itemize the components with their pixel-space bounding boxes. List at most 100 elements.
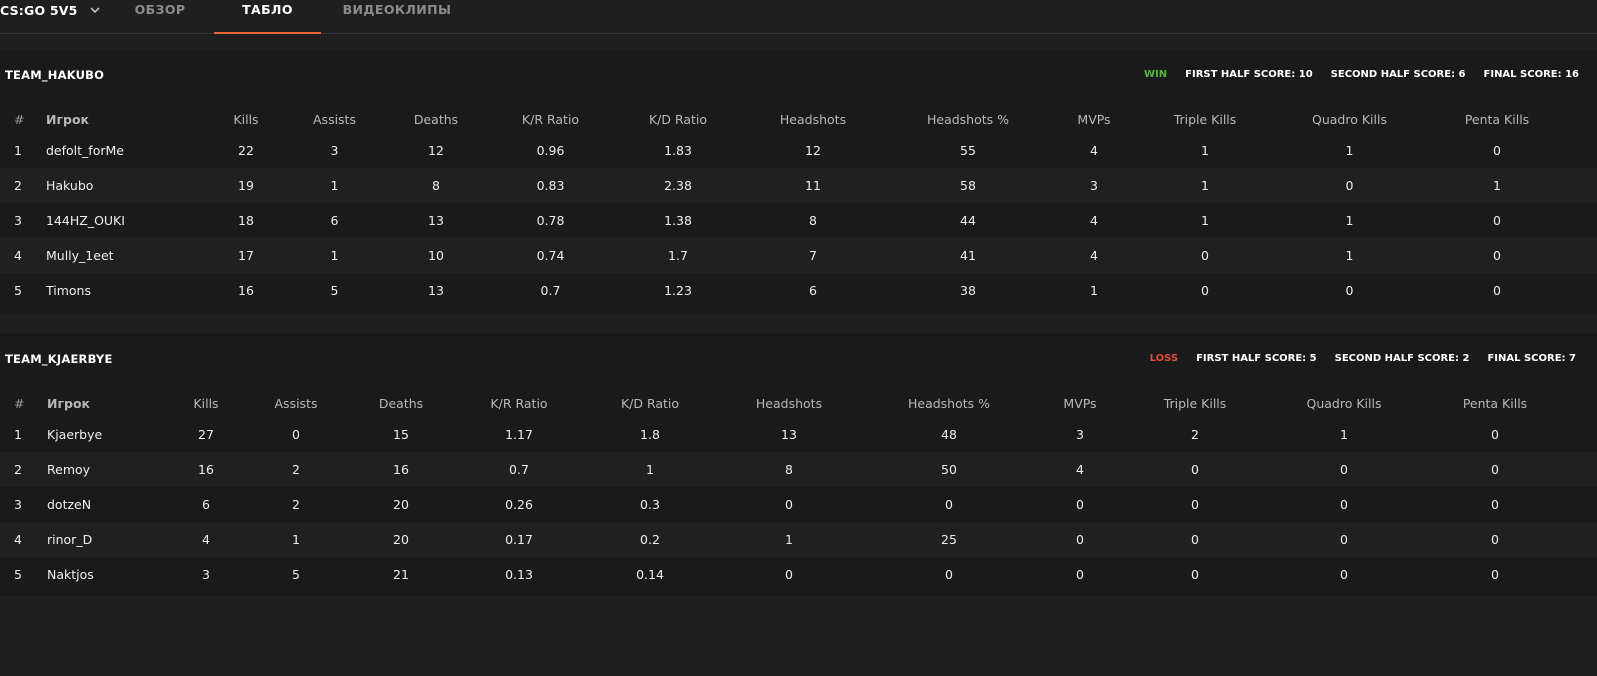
table-row: 3 144HZ_OUKI 18 6 13 0.78 1.38 8 44 4 1 1 0 — [0, 203, 1597, 238]
match-result-badge: WIN — [1144, 69, 1168, 80]
table-cell: 48 — [941, 427, 957, 442]
table-cell: 8 — [785, 462, 793, 477]
second-half-score: SECOND HALF SCORE: 6 — [1330, 69, 1466, 80]
table-cell: 6 — [330, 213, 339, 228]
team-name: TEAM_HAKUBO — [5, 68, 105, 82]
table-cell: 0.96 — [536, 143, 565, 158]
column-header: Penta Kills — [1464, 112, 1530, 127]
table-cell: 22 — [238, 143, 254, 158]
table-cell: 7 — [809, 248, 817, 263]
table-cell: 0.7 — [540, 283, 561, 298]
table-cell: 44 — [960, 213, 976, 228]
table-cell: 12 — [428, 143, 444, 158]
player-name[interactable]: rinor_D — [47, 532, 93, 547]
team-panel: TEAM_KJAERBYE LOSS FIRST HALF SCORE: 5 S… — [0, 333, 1597, 596]
table-cell: 3 — [14, 497, 22, 512]
table-cell: 20 — [393, 532, 409, 547]
table-cell: 0 — [1493, 143, 1501, 158]
table-cell: 6 — [202, 497, 210, 512]
table-cell: 1.38 — [664, 213, 692, 228]
game-mode-label: CS:GO 5V5 — [0, 2, 78, 18]
tab-overview[interactable]: ОБЗОР — [134, 2, 186, 17]
table-cell: 5 — [14, 283, 22, 298]
team-name: TEAM_KJAERBYE — [5, 352, 113, 366]
table-cell: 13 — [428, 283, 444, 298]
table-cell: 0.7 — [509, 462, 529, 477]
player-name[interactable]: Timons — [46, 283, 91, 298]
table-cell: 0 — [1340, 462, 1348, 477]
table-cell: 0.83 — [536, 178, 565, 193]
table-cell: 1 — [330, 178, 339, 193]
table-cell: 2 — [292, 462, 300, 477]
table-cell: 2 — [14, 178, 22, 193]
player-stats-table: # Игрок Kills Assists Deaths K/R Ratio K/D Rat… — [0, 106, 1597, 308]
table-cell: 0 — [1076, 497, 1084, 512]
table-cell: 16 — [198, 462, 214, 477]
column-header: K/R Ratio — [521, 112, 580, 127]
tab-scoreboard[interactable]: ТАБЛО — [214, 0, 321, 34]
table-cell: 2.38 — [664, 178, 692, 193]
table-cell: 5 — [330, 283, 339, 298]
table-row: 3 dotzeN 6 2 20 0.26 0.3 0 0 0 0 0 0 — [0, 487, 1597, 522]
table-cell: 41 — [960, 248, 976, 263]
column-header: Quadro Kills — [1306, 396, 1382, 411]
table-cell: 1 — [1201, 143, 1209, 158]
table-cell: 0 — [1340, 532, 1348, 547]
column-header: Assists — [274, 396, 318, 411]
second-half-score: SECOND HALF SCORE: 2 — [1334, 353, 1470, 364]
table-cell: 25 — [941, 532, 957, 547]
table-cell: 0 — [1076, 532, 1084, 547]
column-header: Assists — [313, 112, 356, 127]
table-cell: 1.17 — [505, 427, 533, 442]
table-cell: 1 — [1090, 283, 1098, 298]
player-name[interactable]: 144HZ_OUKI — [46, 213, 125, 228]
table-cell: 1 — [1201, 178, 1209, 193]
table-cell: 0 — [1076, 567, 1084, 582]
table-cell: 50 — [941, 462, 957, 477]
table-cell: 0 — [1491, 532, 1499, 547]
table-cell: 13 — [428, 213, 444, 228]
table-cell: 1 — [1493, 178, 1501, 193]
team-scores: WIN FIRST HALF SCORE: 10 SECOND HALF SCO… — [1144, 69, 1579, 80]
table-cell: 0 — [1191, 462, 1199, 477]
table-cell: 0 — [1191, 567, 1199, 582]
table-cell: 0.14 — [636, 567, 664, 582]
player-name[interactable]: Mully_1eet — [46, 248, 114, 263]
player-name[interactable]: defolt_forMe — [46, 143, 124, 158]
table-cell: 0 — [785, 497, 793, 512]
table-row: 4 rinor_D 4 1 20 0.17 0.2 1 25 0 0 0 0 — [0, 522, 1597, 557]
column-header: Triple Kills — [1173, 112, 1237, 127]
table-cell: 10 — [428, 248, 444, 263]
table-cell: 8 — [432, 178, 440, 193]
table-cell: 20 — [393, 497, 409, 512]
table-cell: 2 — [292, 497, 300, 512]
table-cell: 4 — [202, 532, 210, 547]
table-cell: 8 — [809, 213, 817, 228]
player-name[interactable]: dotzeN — [47, 497, 92, 512]
table-cell: 1 — [292, 532, 300, 547]
column-header: MVPs — [1063, 396, 1097, 411]
table-cell: 0.2 — [640, 532, 660, 547]
table-cell: 0 — [785, 567, 793, 582]
table-cell: 19 — [238, 178, 254, 193]
column-header: # — [14, 396, 25, 411]
game-mode-select[interactable]: CS:GO 5V5 — [0, 0, 102, 20]
table-cell: 16 — [238, 283, 254, 298]
first-half-score: FIRST HALF SCORE: 5 — [1196, 353, 1317, 364]
table-cell: 4 — [1090, 143, 1098, 158]
match-result-badge: LOSS — [1149, 353, 1179, 364]
tab-video-clips[interactable]: ВИДЕОКЛИПЫ — [342, 2, 452, 17]
player-name[interactable]: Remoy — [47, 462, 91, 477]
player-name[interactable]: Hakubo — [46, 178, 94, 193]
table-cell: 4 — [14, 248, 22, 263]
column-header: K/D Ratio — [648, 112, 708, 127]
player-name[interactable]: Naktjos — [47, 567, 94, 582]
table-cell: 3 — [202, 567, 210, 582]
table-row: 1 defolt_forMe 22 3 12 0.96 1.83 12 55 4 1 1 0 — [0, 133, 1597, 168]
table-cell: 0 — [1345, 178, 1354, 193]
column-header: Penta Kills — [1462, 396, 1528, 411]
table-cell: 17 — [238, 248, 254, 263]
player-name[interactable]: Kjaerbye — [47, 427, 103, 442]
table-cell: 11 — [805, 178, 821, 193]
table-cell: 5 — [14, 567, 22, 582]
